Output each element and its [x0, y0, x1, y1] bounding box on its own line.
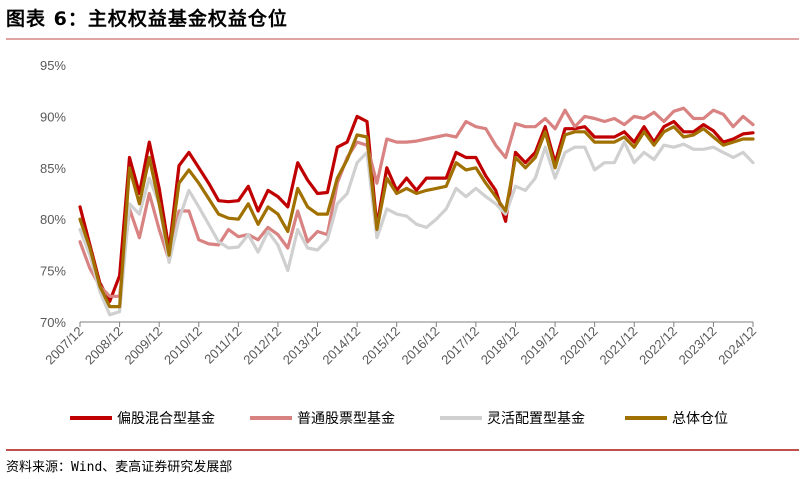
x-tick-label: 2015/12 [359, 324, 403, 368]
y-tick-label: 90% [40, 109, 66, 124]
legend-label: 普通股票型基金 [297, 410, 395, 427]
legend-label: 灵活配置型基金 [487, 410, 585, 427]
y-tick-label: 75% [40, 264, 66, 279]
series-line-4 [78, 125, 755, 309]
series-line-1 [78, 114, 755, 303]
x-tick-label: 2014/12 [319, 324, 363, 368]
x-tick-label: 2021/12 [597, 324, 641, 368]
x-tick-label: 2010/12 [161, 324, 205, 368]
y-axis: 70% 75% 80% 85% 90% 95% [40, 58, 66, 330]
x-tick-label: 2011/12 [201, 324, 244, 367]
legend-label: 总体仓位 [672, 411, 728, 427]
x-tick-label: 2012/12 [240, 324, 284, 368]
legend: 偏股混合型基金 普通股票型基金 灵活配置型基金 总体仓位 [70, 410, 728, 427]
x-tick-label: 2009/12 [121, 324, 165, 368]
footer-rule [6, 449, 799, 451]
x-tick-label: 2024/12 [715, 324, 759, 368]
x-tick-label: 2013/12 [280, 324, 324, 368]
x-tick-label: 2018/12 [478, 324, 522, 368]
x-tick-label: 2016/12 [399, 324, 443, 368]
legend-label: 偏股混合型基金 [117, 410, 215, 427]
series-lines [78, 106, 755, 317]
x-tick-label: 2007/12 [42, 324, 86, 368]
title-underline [6, 38, 799, 40]
x-tick-label: 2020/12 [557, 324, 601, 368]
series-line-2 [78, 106, 755, 298]
y-tick-label: 95% [40, 58, 66, 73]
y-tick-label: 70% [40, 315, 66, 330]
x-tick-label: 2022/12 [636, 324, 680, 368]
y-tick-label: 85% [40, 161, 66, 176]
x-axis: 2007/122008/122009/122010/122011/122012/… [42, 321, 759, 368]
y-tick-label: 80% [40, 212, 66, 227]
figure-title: 图表 6：主权权益基金权益仓位 [6, 8, 288, 30]
x-tick-label: 2023/12 [676, 324, 720, 368]
x-tick-label: 2019/12 [517, 324, 561, 368]
line-chart: 70% 75% 80% 85% 90% 95% 2007/122008/122009/12… [40, 58, 759, 427]
series-line-3 [78, 140, 755, 317]
x-tick-label: 2017/12 [438, 324, 482, 368]
source-note: 资料来源：Wind、麦高证券研究发展部 [6, 460, 233, 475]
x-tick-label: 2008/12 [82, 324, 126, 368]
